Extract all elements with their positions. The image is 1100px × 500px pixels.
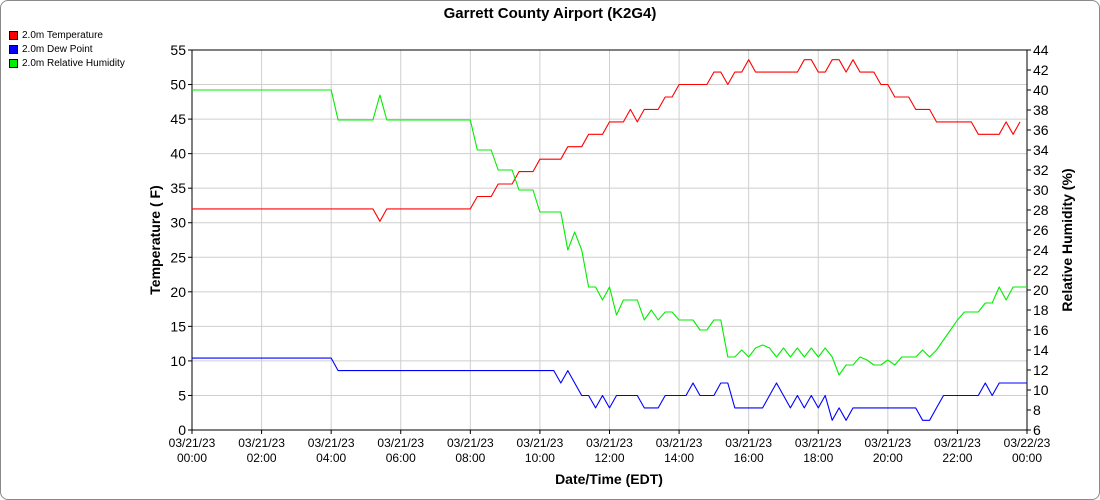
legend: 2.0m Temperature 2.0m Dew Point 2.0m Rel…: [9, 28, 125, 70]
series-line-temperature: [192, 59, 1021, 222]
x-axis: 03/21/2300:0003/21/2302:0003/21/2304:000…: [169, 430, 1051, 465]
x-tick-date: 03/21/23: [377, 436, 424, 450]
x-tick-date: 03/21/23: [795, 436, 842, 450]
x-tick-date: 03/22/23: [1004, 436, 1051, 450]
x-tick-time: 20:00: [873, 451, 903, 465]
y2-tick-label: 24: [1033, 242, 1049, 258]
y2-tick-label: 14: [1033, 342, 1049, 358]
y2-tick-label: 36: [1033, 122, 1049, 138]
y-tick-label: 45: [170, 111, 186, 127]
y-axis-label-right: Relative Humidity (%): [1059, 168, 1075, 311]
legend-label-dew-point: 2.0m Dew Point: [22, 43, 93, 55]
x-tick-time: 10:00: [525, 451, 555, 465]
x-tick-date: 03/21/23: [725, 436, 772, 450]
y-tick-label: 10: [170, 353, 186, 369]
y2-tick-label: 42: [1033, 62, 1049, 78]
y2-tick-label: 40: [1033, 82, 1049, 98]
legend-swatch-relative-humidity: [9, 58, 18, 68]
series-line-relative-humidity: [192, 89, 1027, 376]
y-tick-label: 30: [170, 215, 186, 231]
grid: [192, 50, 1027, 430]
right-axis: 6 8 10 12 14 16 18 20 22 24 26 28 30 32 34 36 38 40 42 44: [1027, 42, 1049, 438]
x-tick-time: 08:00: [455, 451, 485, 465]
series-group: [192, 59, 1027, 421]
x-tick-time: 22:00: [942, 451, 972, 465]
legend-swatch-dew-point: [9, 44, 18, 54]
x-tick-date: 03/21/23: [864, 436, 911, 450]
y-tick-label: 25: [170, 249, 186, 265]
y2-tick-label: 34: [1033, 142, 1049, 158]
x-tick-time: 12:00: [594, 451, 624, 465]
y2-tick-label: 8: [1033, 402, 1041, 418]
y-tick-label: 20: [170, 284, 186, 300]
x-tick-time: 18:00: [803, 451, 833, 465]
x-tick-time: 14:00: [664, 451, 694, 465]
y2-tick-label: 12: [1033, 362, 1049, 378]
legend-item-temperature[interactable]: 2.0m Temperature: [9, 28, 125, 42]
legend-label-relative-humidity: 2.0m Relative Humidity: [22, 57, 125, 69]
chart-title: Garrett County Airport (K2G4): [444, 5, 657, 22]
x-tick-time: 06:00: [386, 451, 416, 465]
y2-tick-label: 18: [1033, 302, 1049, 318]
legend-item-relative-humidity[interactable]: 2.0m Relative Humidity: [9, 56, 125, 70]
y2-tick-label: 38: [1033, 102, 1049, 118]
y2-tick-label: 30: [1033, 182, 1049, 198]
x-tick-date: 03/21/23: [308, 436, 355, 450]
x-axis-label: Date/Time (EDT): [555, 471, 663, 487]
y2-tick-label: 16: [1033, 322, 1049, 338]
legend-label-temperature: 2.0m Temperature: [22, 29, 103, 41]
x-tick-time: 00:00: [177, 451, 207, 465]
x-tick-date: 03/21/23: [169, 436, 216, 450]
x-tick-date: 03/21/23: [447, 436, 494, 450]
left-axis: 0 5 10 15 20 25 30 35 40 45 50 55: [170, 42, 192, 438]
y2-tick-label: 26: [1033, 222, 1049, 238]
y-tick-label: 35: [170, 180, 186, 196]
legend-item-dew-point[interactable]: 2.0m Dew Point: [9, 42, 125, 56]
y-tick-label: 5: [178, 387, 186, 403]
y2-tick-label: 44: [1033, 42, 1049, 58]
y2-tick-label: 10: [1033, 382, 1049, 398]
series-line-dew-point: [192, 357, 1027, 421]
y-tick-label: 55: [170, 42, 186, 58]
x-tick-date: 03/21/23: [586, 436, 633, 450]
x-tick-time: 04:00: [316, 451, 346, 465]
x-tick-date: 03/21/23: [934, 436, 981, 450]
x-tick-time: 02:00: [247, 451, 277, 465]
x-tick-date: 03/21/23: [238, 436, 285, 450]
x-tick-date: 03/21/23: [656, 436, 703, 450]
y-tick-label: 40: [170, 146, 186, 162]
x-tick-date: 03/21/23: [517, 436, 564, 450]
x-tick-time: 16:00: [734, 451, 764, 465]
y-axis-label-left: Temperature ( F): [147, 185, 163, 294]
y2-tick-label: 6: [1033, 422, 1041, 438]
y-tick-label: 0: [178, 422, 186, 438]
y-tick-label: 50: [170, 77, 186, 93]
y2-tick-label: 22: [1033, 262, 1049, 278]
y2-tick-label: 32: [1033, 162, 1049, 178]
legend-swatch-temperature: [9, 30, 18, 40]
y-tick-label: 15: [170, 318, 186, 334]
y2-tick-label: 28: [1033, 202, 1049, 218]
y2-tick-label: 20: [1033, 282, 1049, 298]
x-tick-time: 00:00: [1012, 451, 1042, 465]
